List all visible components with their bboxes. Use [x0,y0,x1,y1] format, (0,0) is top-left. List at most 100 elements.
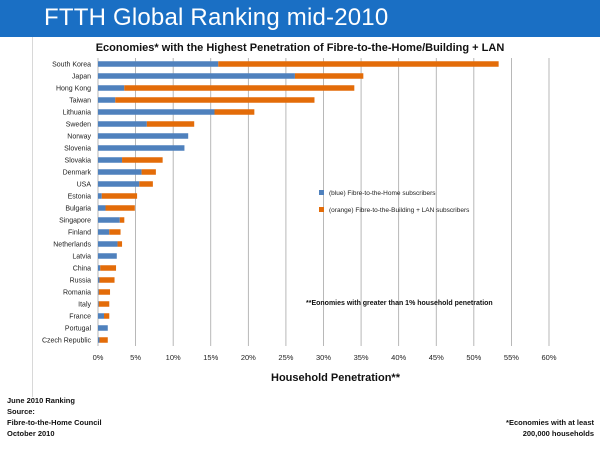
y-category-label: Estonia [68,194,91,201]
y-category-label: Slovakia [65,158,92,165]
x-tick-label: 10% [166,353,181,362]
fttb-lan-bar [117,241,123,247]
ftth-bar [98,229,110,235]
y-category-label: Netherlands [53,242,91,249]
fttb-lan-bar [101,193,138,199]
ftth-bar [98,181,140,187]
x-tick-label: 0% [93,353,104,362]
x-tick-label: 55% [504,353,519,362]
ftth-bar [98,157,123,163]
y-category-label: Czech Republic [42,338,92,345]
ftth-bar [98,121,147,127]
y-category-label: Singapore [59,218,91,225]
ftth-bar [98,133,189,139]
fttb-lan-bar [115,97,315,103]
y-category-label: Lithuania [63,110,92,117]
footer-note: *Economies with at least 200,000 househo… [506,417,594,439]
fttb-lan-bar [98,289,111,295]
fttb-lan-bar [104,313,110,319]
y-category-label: USA [77,182,92,189]
fttb-lan-bar [98,301,110,307]
y-category-label: South Korea [52,62,91,69]
y-category-label: Bulgaria [65,206,91,213]
x-tick-label: 45% [429,353,444,362]
y-category-label: Norway [67,134,91,141]
y-category-label: Hong Kong [56,86,91,93]
legend-label: (orange) Fibre-to-the-Building + LAN sub… [329,207,470,214]
y-category-label: Russia [70,278,92,285]
footer-source: June 2010 Ranking Source: Fibre-to-the-H… [7,395,102,439]
fttb-lan-bar [109,229,121,235]
y-category-label: France [69,314,91,321]
footer-note-line-1: *Economies with at least [506,418,594,427]
fttb-lan-bar [99,277,115,283]
ftth-bar [98,109,215,115]
fttb-lan-bar [105,205,135,211]
x-tick-label: 20% [241,353,256,362]
ftth-bar [98,265,101,271]
ftth-bar [98,253,117,259]
ftth-bar [98,241,118,247]
fttb-lan-bar [294,73,364,79]
x-tick-label: 15% [203,353,218,362]
fttb-lan-bar [100,265,117,271]
x-tick-label: 30% [316,353,331,362]
y-category-label: Slovenia [64,146,91,153]
y-category-label: Latvia [72,254,91,261]
footer-note-line-2: 200,000 households [522,429,594,438]
ftth-bar [98,169,142,175]
ftth-bar [98,337,100,343]
ftth-bar [98,73,295,79]
fttb-lan-bar [141,169,156,175]
fttb-lan-bar [218,61,499,67]
footer-line-council: Fibre-to-the-Home Council [7,418,102,427]
footer-line-source: Source: [7,407,35,416]
x-tick-label: 40% [391,353,406,362]
y-category-label: Japan [72,74,91,81]
x-tick-label: 25% [278,353,293,362]
ftth-bar [98,145,185,151]
x-axis-title: Household Penetration** [271,372,401,384]
fttb-lan-bar [119,217,125,223]
fttb-lan-bar [139,181,153,187]
title-banner: FTTH Global Ranking mid-2010 [0,0,600,37]
chart-frame [32,37,600,397]
y-category-label: Italy [78,302,91,309]
ftth-bar [98,85,125,91]
y-category-label: Romania [63,290,91,297]
legend-swatch [319,190,324,195]
ftth-bar [98,61,219,67]
x-tick-label: 50% [466,353,481,362]
ftth-bar [98,289,99,295]
y-category-label: Portugal [65,326,92,333]
ftth-bar [98,301,99,307]
fttb-lan-bar [99,337,108,343]
legend-swatch [319,207,324,212]
x-tick-label: 35% [354,353,369,362]
y-category-label: Denmark [63,170,92,177]
penetration-note: **Eonomies with greater than 1% househol… [306,300,493,307]
y-category-label: Taiwan [69,98,91,105]
ftth-bar [98,97,116,103]
fttb-lan-bar [146,121,195,127]
y-category-label: China [73,266,91,273]
ftth-bar [98,325,108,331]
ftth-bar [98,205,106,211]
x-tick-label: 60% [541,353,556,362]
x-tick-label: 5% [130,353,141,362]
footer-line-date: October 2010 [7,429,55,438]
fttb-lan-bar [124,85,355,91]
y-category-label: Sweden [66,122,91,129]
footer-line-ranking: June 2010 Ranking [7,396,75,405]
y-category-label: Finland [68,230,91,237]
ftth-bar [98,313,105,319]
slide-title: FTTH Global Ranking mid-2010 [44,4,389,31]
fttb-lan-bar [122,157,163,163]
legend-label: (blue) Fibre-to-the-Home subscribers [329,190,436,197]
fttb-lan-bar [214,109,255,115]
ftth-bar [98,277,100,283]
ftth-bar [98,193,102,199]
chart-title: Economies* with the Highest Penetration … [95,42,505,54]
ftth-bar [98,217,120,223]
